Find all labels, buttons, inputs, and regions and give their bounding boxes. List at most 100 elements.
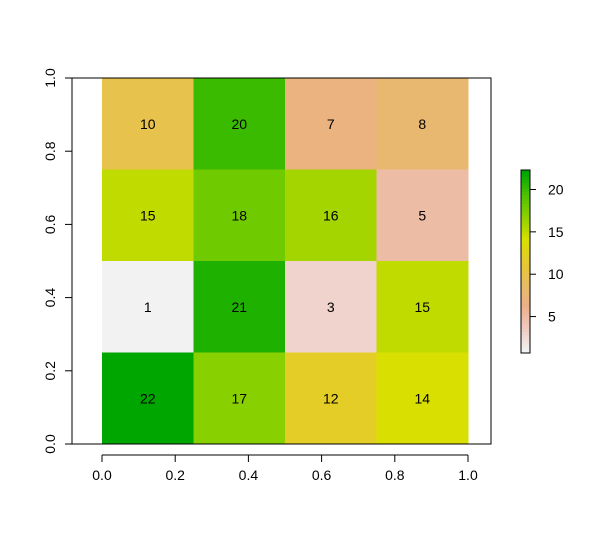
colorbar-segment [521, 346, 530, 351]
colorbar-segment [521, 206, 530, 211]
x-tick-label: 0.0 [92, 467, 112, 483]
colorbar-tick-label: 20 [548, 181, 564, 197]
y-tick-label: 0.6 [42, 214, 58, 234]
colorbar-segment [521, 322, 530, 327]
cell-value-label: 14 [414, 390, 430, 406]
x-tick-label: 0.4 [239, 467, 259, 483]
colorbar-segment [521, 224, 530, 229]
colorbar-segment [521, 285, 530, 290]
colorbar-segment [521, 313, 530, 317]
colorbar-segment [521, 237, 530, 241]
colorbar-segment [521, 185, 530, 189]
y-tick-label: 0.2 [42, 361, 58, 381]
colorbar-segment [521, 288, 530, 293]
colorbar-segment [521, 243, 530, 247]
colorbar-segment [521, 349, 530, 354]
colorbar-segment [521, 282, 530, 287]
colorbar: 5 10 15 20 [520, 169, 564, 354]
colorbar-segment [521, 267, 530, 272]
colorbar-segment [521, 258, 530, 262]
colorbar-segment [521, 316, 530, 320]
heatmap-cell [376, 352, 469, 445]
colorbar-segment [521, 252, 530, 256]
colorbar-segment [521, 188, 530, 192]
cell-value-label: 22 [140, 390, 156, 406]
colorbar-segment [521, 231, 530, 235]
y-tick-label: 0.0 [42, 434, 58, 454]
colorbar-segment [521, 328, 530, 333]
cell-value-label: 15 [414, 299, 430, 315]
colorbar-segment [521, 218, 530, 223]
colorbar-tick-label: 5 [548, 309, 556, 325]
colorbar-segment [521, 170, 530, 174]
colorbar-frame [520, 169, 531, 354]
colorbar-segment [521, 304, 530, 308]
colorbar-segment [521, 246, 530, 250]
cell-value-label: 8 [418, 116, 426, 132]
colorbar-segment [521, 197, 530, 201]
cell-value-label: 18 [231, 207, 247, 223]
x-tick-label: 0.2 [165, 467, 185, 483]
cell-value-label: 20 [231, 116, 247, 132]
colorbar-segment [521, 279, 530, 284]
colorbar-segment [521, 203, 530, 208]
y-tick-label: 0.8 [42, 141, 58, 161]
y-axis: 0.0 0.2 0.4 0.6 0.8 1.0 [42, 68, 73, 454]
heatmap-cell [285, 78, 377, 170]
colorbar-segment [521, 307, 530, 311]
y-tick-label: 0.4 [42, 288, 58, 308]
colorbar-segment [521, 227, 530, 232]
colorbar-segment [521, 276, 530, 281]
x-tick-label: 0.8 [385, 467, 405, 483]
colorbar-segment [521, 234, 530, 238]
colorbar-segment [521, 325, 530, 330]
colorbar-segment [521, 182, 530, 186]
heatmap-cell [102, 261, 194, 353]
colorbar-segment [521, 310, 530, 314]
heatmap-cell [376, 78, 469, 170]
heatmap-cell [193, 261, 286, 353]
heatmap-cell [193, 78, 286, 170]
colorbar-tick-label: 10 [548, 266, 564, 282]
colorbar-segment [521, 264, 530, 269]
colorbar-segment [521, 209, 530, 214]
x-tick-label: 0.6 [312, 467, 332, 483]
colorbar-segment [521, 173, 530, 177]
cell-value-label: 1 [144, 299, 152, 315]
heatmap-cell [102, 78, 194, 170]
colorbar-segment [521, 194, 530, 198]
colorbar-segment [521, 261, 530, 266]
colorbar-segment [521, 191, 530, 195]
colorbar-segment [521, 255, 530, 259]
colorbar-segment [521, 270, 530, 275]
cell-value-label: 17 [231, 390, 247, 406]
heatmap-cell [193, 169, 286, 262]
x-tick-label: 1.0 [458, 467, 478, 483]
colorbar-segment [521, 334, 530, 339]
colorbar-segment [521, 301, 530, 305]
heatmap-cell [285, 169, 377, 262]
colorbar-segment [521, 200, 530, 205]
cells-layer: 10 20 7 8 15 18 16 5 1 21 3 15 22 17 12 14 [102, 78, 469, 445]
heatmap-cell [193, 352, 286, 445]
cell-value-label: 15 [140, 207, 156, 223]
colorbar-segment [521, 295, 530, 299]
colorbar-segment [521, 292, 530, 296]
cell-value-label: 21 [231, 299, 247, 315]
colorbar-segment [521, 240, 530, 244]
colorbar-segment [521, 340, 530, 345]
colorbar-segment [521, 273, 530, 278]
y-tick-label: 1.0 [42, 68, 58, 88]
colorbar-segment [521, 319, 530, 323]
cell-value-label: 10 [140, 116, 156, 132]
cell-value-label: 3 [327, 299, 335, 315]
heatmap-cell [285, 261, 377, 353]
heatmap-cell [102, 169, 194, 262]
colorbar-segment [521, 221, 530, 226]
cell-value-label: 12 [323, 390, 339, 406]
colorbar-segment [521, 215, 530, 220]
colorbar-segment [521, 337, 530, 342]
cell-value-label: 16 [323, 207, 339, 223]
heatmap-cell [285, 352, 377, 445]
